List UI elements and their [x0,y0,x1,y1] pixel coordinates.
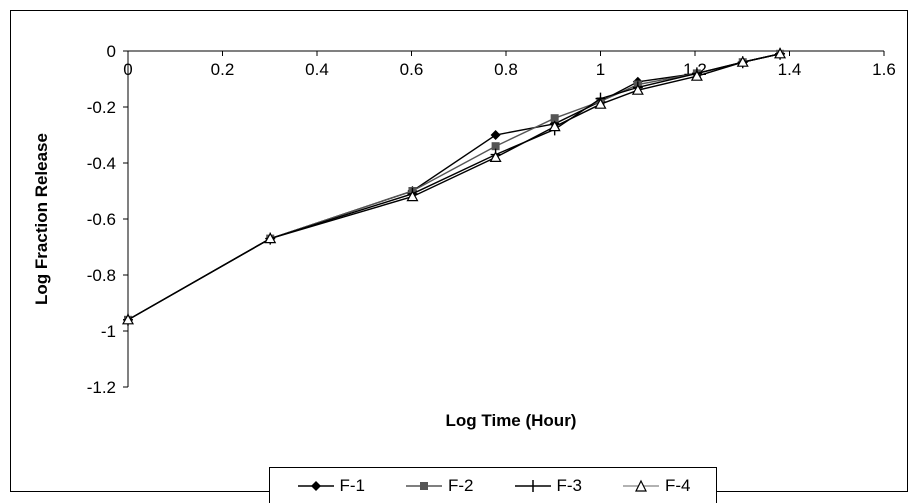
y-tick-label: -0.8 [87,266,116,285]
y-tick-label: -1 [101,322,116,341]
data-point-f-1 [490,130,501,140]
chart-frame: 00.20.40.60.811.21.41.60-0.2-0.4-0.6-0.8… [10,10,908,503]
series-line-f-4 [127,53,781,321]
x-tick-label: 0.2 [211,60,235,79]
x-tick-label: 1 [596,60,605,79]
data-point-f-4 [736,55,749,67]
legend-swatch-f3 [514,479,551,492]
data-point-f-4 [548,120,561,132]
x-tick-label: 0.6 [400,60,424,79]
line-chart: 00.20.40.60.811.21.41.60-0.2-0.4-0.6-0.8… [32,42,896,430]
y-tick-label: -1.2 [87,378,116,397]
legend-label-f4: F-4 [665,475,691,495]
x-axis-title: Log Time (Hour) [446,411,577,430]
legend-swatch-f4 [623,479,659,492]
x-tick-label: 1.6 [872,60,896,79]
data-point-f-4 [631,83,644,95]
x-tick-label: 0 [123,60,132,79]
data-point-f-4 [690,69,703,81]
data-point-f-4 [489,151,502,162]
y-tick-label: -0.6 [87,210,116,229]
series-line-f-3 [127,53,781,321]
legend-item-f4: F-4 [621,476,691,496]
y-tick-label: 0 [107,42,116,61]
legend-label-f3: F-3 [556,475,583,495]
legend-label-f1: F-1 [339,475,366,495]
data-point-f-4 [406,190,419,202]
data-point-f-4 [774,47,787,59]
legend-item-f3: F-3 [513,475,583,496]
data-point-f-2 [491,142,500,151]
legend-swatch-f2 [406,481,442,490]
legend: F-1 F-2 F-3 F-4 [269,467,717,503]
series-line-f-1 [127,53,781,321]
y-tick-label: -0.2 [87,98,116,117]
y-tick-label: -0.4 [87,154,116,173]
x-tick-label: 1.4 [778,60,802,79]
legend-item-f2: F-2 [404,476,474,496]
data-point-f-4 [264,232,277,244]
data-point-f-4 [121,313,135,325]
legend-swatch-f1 [297,480,334,491]
data-point-f-2 [550,114,559,123]
legend-label-f2: F-2 [448,475,474,495]
legend-item-f1: F-1 [296,475,366,496]
data-point-f-4 [594,97,607,109]
series-line-f-2 [127,53,781,321]
y-axis-title: Log Fraction Release [32,133,51,305]
x-tick-label: 0.8 [494,60,518,79]
x-tick-label: 0.4 [305,60,329,79]
